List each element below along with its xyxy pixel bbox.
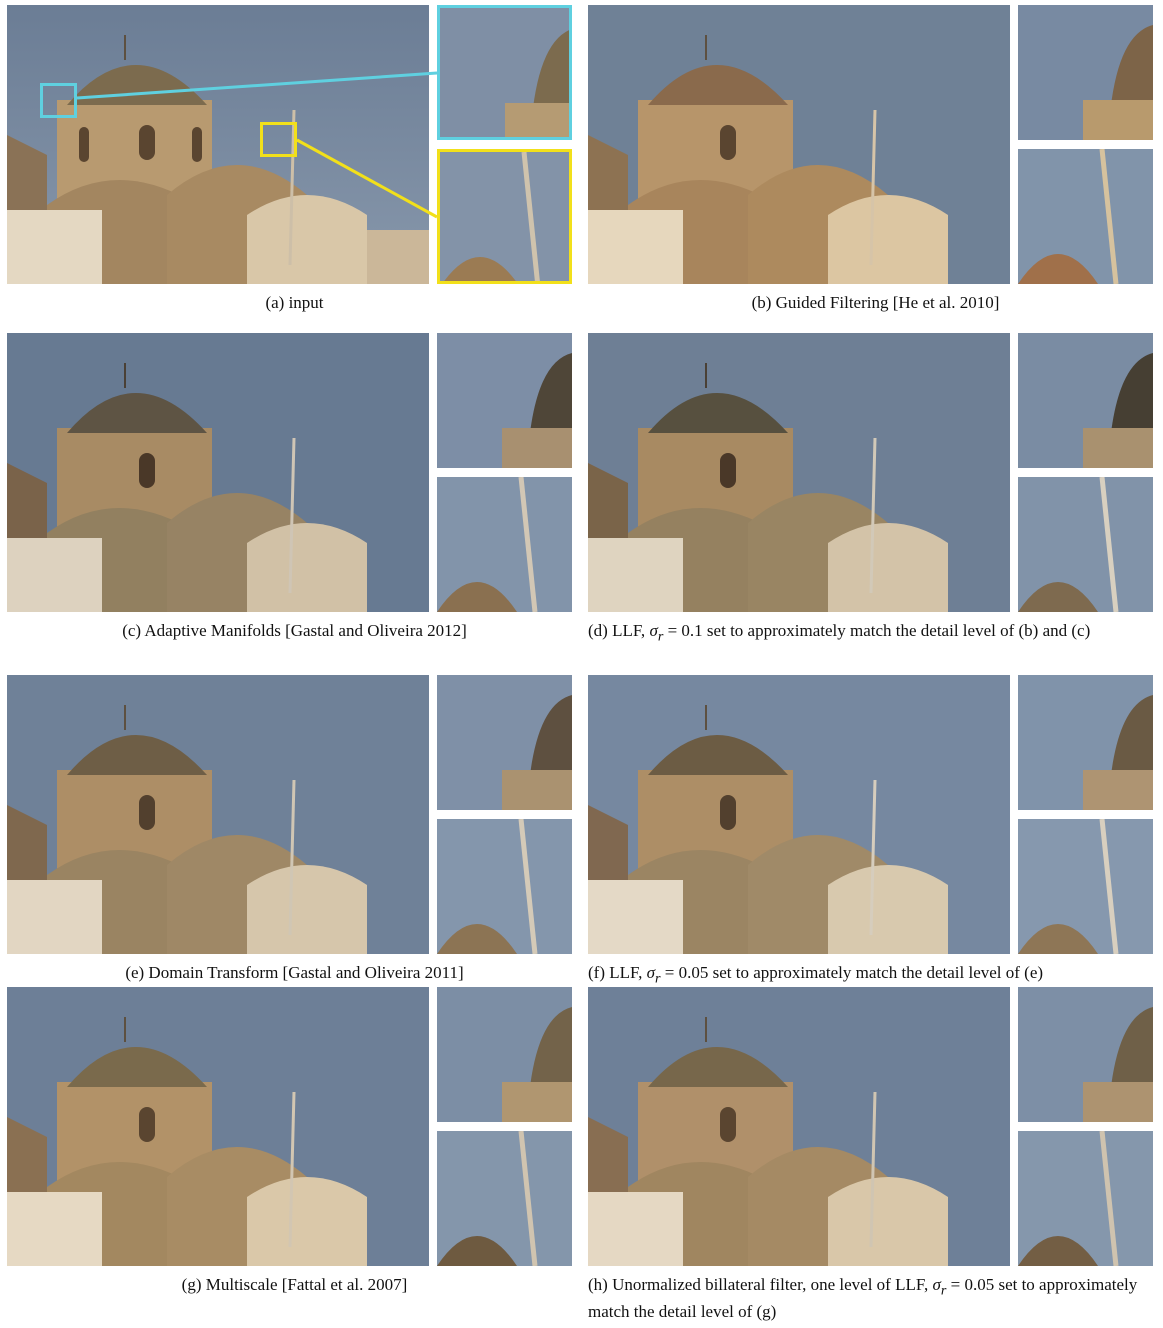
panel-a: (a) input	[7, 5, 572, 335]
zoom-crop-bottom	[437, 819, 572, 954]
sigma-subscript: r	[657, 628, 664, 645]
crop-pole-g	[437, 1131, 572, 1266]
zoom-crop-top	[437, 5, 572, 140]
church-photo-b	[588, 5, 1010, 284]
sigma-subscript: r	[940, 1282, 947, 1299]
guided-filtering-photo	[588, 5, 1010, 284]
panel-g: (g) Multiscale [Fattal et al. 2007]	[7, 987, 572, 1327]
llf-sigma-0-05-photo	[588, 675, 1010, 954]
sigma-symbol: σ	[646, 963, 655, 982]
sigma-symbol: σ	[932, 1275, 941, 1294]
caption-f-prefix: (f) LLF,	[588, 963, 647, 982]
crop-pole-c	[437, 477, 572, 612]
caption-f: (f) LLF, σr = 0.05 set to approximately …	[588, 962, 1163, 989]
caption-f-suffix: = 0.05 set to approximately match the de…	[660, 963, 1044, 982]
zoom-crop-bottom	[1018, 149, 1153, 284]
adaptive-manifolds-photo	[7, 333, 429, 612]
church-photo-g	[7, 987, 429, 1266]
crop-pole-d	[1018, 477, 1153, 612]
caption-h-prefix: (h) Unormalized billateral filter, one l…	[588, 1275, 933, 1294]
zoom-crop-bottom	[437, 1131, 572, 1266]
caption-g: (g) Multiscale [Fattal et al. 2007]	[181, 1275, 408, 1294]
input-photo	[7, 5, 429, 284]
caption-d: (d) LLF, σr = 0.1 set to approximately m…	[588, 620, 1163, 647]
crop-dome-h	[1018, 987, 1153, 1122]
church-photo-a	[7, 5, 429, 284]
zoom-crop-bottom	[437, 477, 572, 612]
panel-c: (c) Adaptive Manifolds [Gastal and Olive…	[7, 333, 572, 663]
crop-dome-c	[437, 333, 572, 468]
caption-h-suffix: = 0.05 set to approximately match the de…	[588, 1275, 1138, 1322]
church-photo-f	[588, 675, 1010, 954]
caption-d-suffix: = 0.1 set to approximately match the det…	[663, 621, 1091, 640]
zoom-crop-top	[1018, 675, 1153, 810]
panel-d: (d) LLF, σr = 0.1 set to approximately m…	[588, 333, 1153, 673]
church-photo-c	[7, 333, 429, 612]
panel-h: (h) Unormalized billateral filter, one l…	[588, 987, 1153, 1327]
caption-h: (h) Unormalized billateral filter, one l…	[588, 1274, 1163, 1323]
zoom-crop-top	[1018, 333, 1153, 468]
caption-d-prefix: (d) LLF,	[588, 621, 650, 640]
crop-pole-f	[1018, 819, 1153, 954]
crop-pole-e	[437, 819, 572, 954]
crop-dome-a	[440, 8, 569, 137]
sigma-symbol: σ	[649, 621, 658, 640]
zoom-crop-bottom	[1018, 477, 1153, 612]
panel-b: (b) Guided Filtering [He et al. 2010]	[588, 5, 1153, 335]
caption-a: (a) input	[265, 293, 324, 312]
crop-dome-g	[437, 987, 572, 1122]
church-photo-h	[588, 987, 1010, 1266]
caption-b: (b) Guided Filtering [He et al. 2010]	[751, 293, 1000, 312]
zoom-lines	[76, 71, 438, 219]
church-photo-e	[7, 675, 429, 954]
bilateral-filter-photo	[588, 987, 1010, 1266]
crop-dome-b	[1018, 5, 1153, 140]
caption-e: (e) Domain Transform [Gastal and Oliveir…	[125, 963, 464, 982]
cyan-highlight-box	[40, 83, 77, 118]
zoom-crop-bottom	[1018, 819, 1153, 954]
crop-dome-e	[437, 675, 572, 810]
panel-f: (f) LLF, σr = 0.05 set to approximately …	[588, 675, 1153, 1005]
zoom-crop-top	[1018, 5, 1153, 140]
domain-transform-photo	[7, 675, 429, 954]
panel-e: (e) Domain Transform [Gastal and Oliveir…	[7, 675, 572, 1005]
crop-pole-b	[1018, 149, 1153, 284]
zoom-crop-top	[437, 987, 572, 1122]
crop-pole-h	[1018, 1131, 1153, 1266]
zoom-crop-top	[1018, 987, 1153, 1122]
crop-pole-a	[440, 152, 569, 281]
multiscale-photo	[7, 987, 429, 1266]
zoom-crop-bottom	[437, 149, 572, 284]
caption-c: (c) Adaptive Manifolds [Gastal and Olive…	[122, 621, 467, 640]
zoom-crop-top	[437, 675, 572, 810]
zoom-crop-top	[437, 333, 572, 468]
yellow-highlight-box	[260, 122, 297, 157]
crop-dome-f	[1018, 675, 1153, 810]
zoom-crop-bottom	[1018, 1131, 1153, 1266]
llf-sigma-0-1-photo	[588, 333, 1010, 612]
church-photo-d	[588, 333, 1010, 612]
crop-dome-d	[1018, 333, 1153, 468]
sigma-subscript: r	[655, 970, 661, 987]
